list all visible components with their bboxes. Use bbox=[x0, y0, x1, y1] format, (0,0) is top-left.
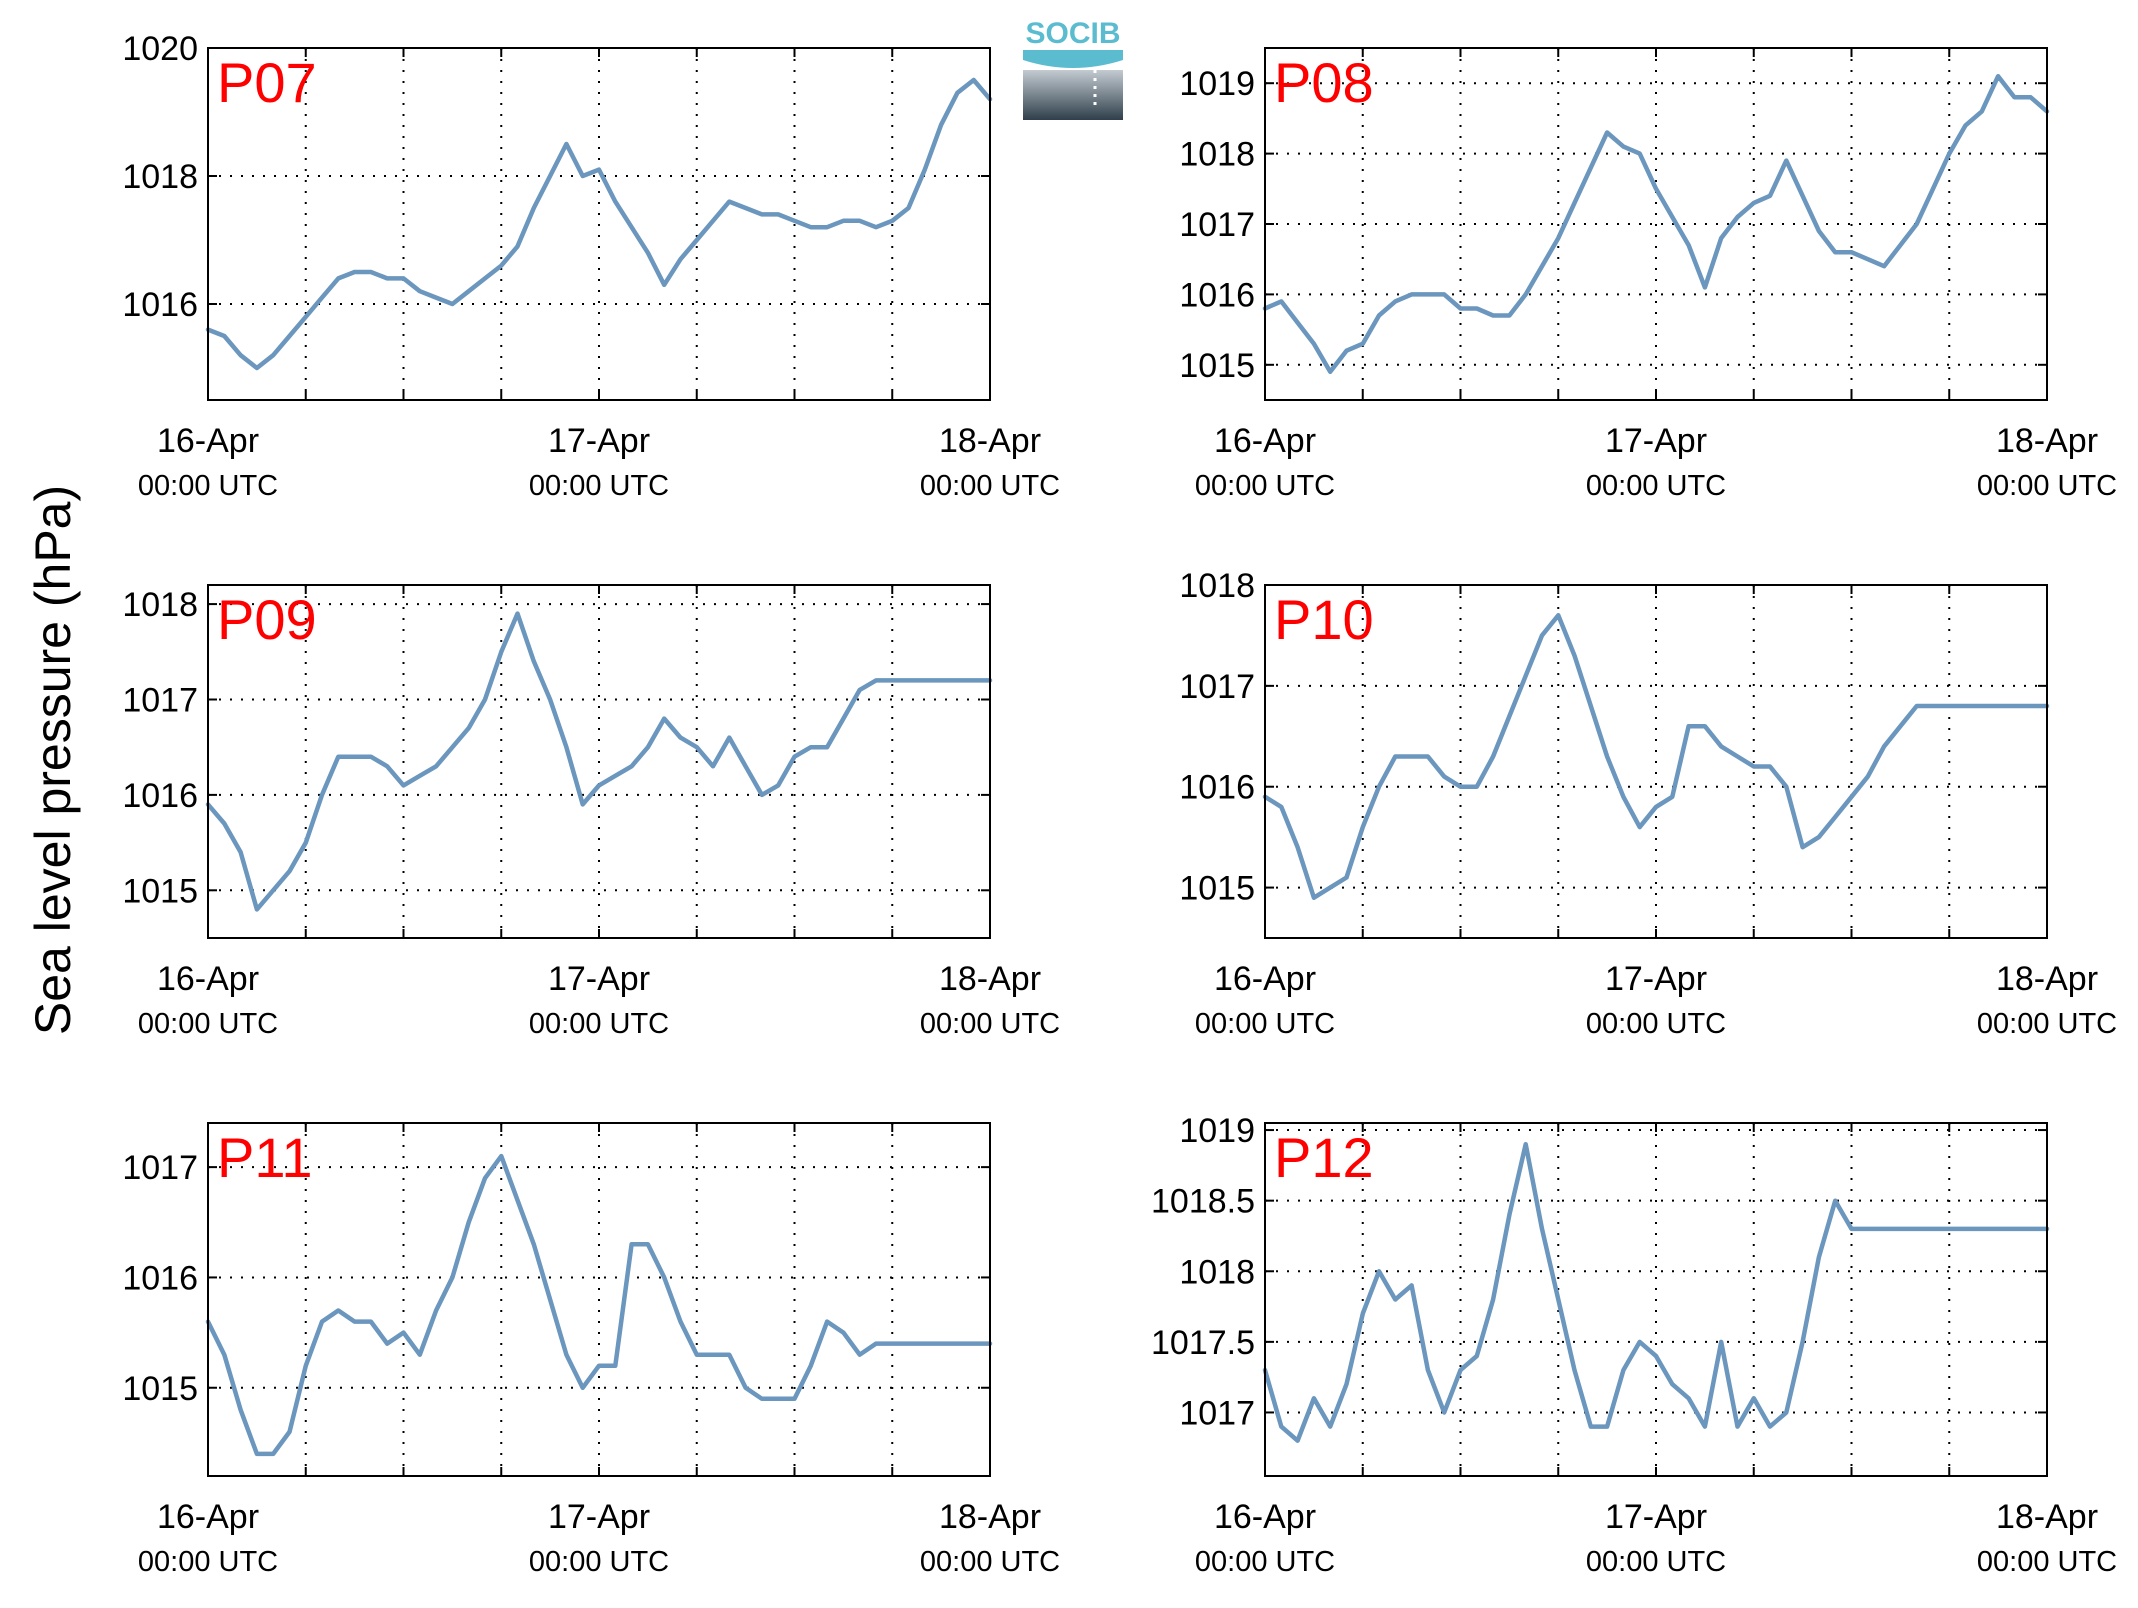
y-tick-label: 1016 bbox=[1179, 769, 1255, 807]
x-tick-label-time: 00:00 UTC bbox=[1195, 1546, 1335, 1578]
series-line-p09 bbox=[205, 611, 993, 912]
series-line-p07 bbox=[205, 77, 993, 371]
y-tick-label: 1015 bbox=[1179, 347, 1255, 385]
x-tick-label-date: 17-Apr bbox=[1605, 960, 1707, 998]
axes-frame bbox=[207, 1122, 991, 1477]
x-tick-label-time: 00:00 UTC bbox=[1586, 470, 1726, 502]
y-tick-label: 1019 bbox=[1179, 1112, 1255, 1150]
x-tick-label-time: 00:00 UTC bbox=[1977, 1008, 2117, 1040]
panel-label: P09 bbox=[217, 588, 317, 651]
x-tick-label-time: 00:00 UTC bbox=[529, 1546, 669, 1578]
x-tick-label-date: 16-Apr bbox=[1214, 422, 1316, 460]
x-tick-label-time: 00:00 UTC bbox=[920, 1546, 1060, 1578]
x-tick-label-time: 00:00 UTC bbox=[529, 1008, 669, 1040]
x-tick-label-date: 18-Apr bbox=[939, 960, 1041, 998]
x-tick-label-date: 18-Apr bbox=[1996, 422, 2098, 460]
y-tick-label: 1017 bbox=[1179, 668, 1255, 706]
x-tick-label-time: 00:00 UTC bbox=[1195, 470, 1335, 502]
x-tick-label-date: 17-Apr bbox=[1605, 422, 1707, 460]
y-tick-label: 1018 bbox=[1179, 567, 1255, 605]
panels: 1016 1018 1020 16-Apr 00:00 UTC 17-Apr 00:00 U… bbox=[122, 30, 2117, 1578]
x-tick-label-time: 00:00 UTC bbox=[1977, 470, 2117, 502]
y-tick-label: 1016 bbox=[122, 777, 198, 815]
y-tick-label: 1015 bbox=[1179, 870, 1255, 908]
series-line-p12 bbox=[1262, 1141, 2050, 1443]
x-tick-label-time: 00:00 UTC bbox=[920, 470, 1060, 502]
y-tick-label: 1015 bbox=[122, 1370, 198, 1408]
y-tick-label: 1017 bbox=[122, 681, 198, 719]
x-tick-label-date: 16-Apr bbox=[157, 960, 259, 998]
series-line-p11 bbox=[205, 1153, 993, 1457]
x-tick-label-date: 18-Apr bbox=[939, 422, 1041, 460]
x-tick-label-date: 16-Apr bbox=[157, 422, 259, 460]
y-axis-label: Sea level pressure (hPa) bbox=[25, 485, 81, 1035]
x-tick-label-date: 18-Apr bbox=[939, 1498, 1041, 1536]
panel-p08: 1015 1016 1017 1018 1019 16-Apr 00:00 UTC 17-Ap… bbox=[1179, 47, 2117, 502]
x-tick-label-date: 16-Apr bbox=[1214, 1498, 1316, 1536]
x-tick-label-date: 16-Apr bbox=[157, 1498, 259, 1536]
panel-p07: 1016 1018 1020 16-Apr 00:00 UTC 17-Apr 00:00 U… bbox=[122, 30, 1060, 502]
y-tick-label: 1016 bbox=[122, 1259, 198, 1297]
y-tick-label: 1019 bbox=[1179, 65, 1255, 103]
x-tick-label-time: 00:00 UTC bbox=[138, 470, 278, 502]
y-tick-label: 1018 bbox=[122, 158, 198, 196]
x-tick-label-date: 18-Apr bbox=[1996, 1498, 2098, 1536]
x-tick-label-time: 00:00 UTC bbox=[1977, 1546, 2117, 1578]
panel-label: P11 bbox=[217, 1126, 312, 1189]
x-tick-label-date: 17-Apr bbox=[1605, 1498, 1707, 1536]
y-tick-label: 1017 bbox=[1179, 206, 1255, 244]
x-tick-label-time: 00:00 UTC bbox=[920, 1008, 1060, 1040]
axes-frame bbox=[1264, 1122, 2048, 1477]
axes-frame bbox=[207, 47, 991, 401]
panel-label: P12 bbox=[1274, 1126, 1374, 1189]
panel-p09: 1015 1016 1017 1018 16-Apr 00:00 UTC 17-Apr 00:… bbox=[122, 584, 1060, 1040]
x-tick-label-time: 00:00 UTC bbox=[138, 1546, 278, 1578]
series-line-p10 bbox=[1262, 613, 2050, 900]
axes-frame bbox=[1264, 584, 2048, 939]
x-tick-label-time: 00:00 UTC bbox=[529, 470, 669, 502]
panel-p11: 1015 1016 1017 16-Apr 00:00 UTC 17-Apr 00:00 U… bbox=[122, 1122, 1060, 1578]
x-tick-label-date: 16-Apr bbox=[1214, 960, 1316, 998]
panel-p10: 1015 1016 1017 1018 16-Apr 00:00 UTC 17-Apr 00:… bbox=[1179, 567, 2117, 1040]
y-tick-label: 1017.5 bbox=[1151, 1324, 1255, 1362]
panel-p12: 1017 1017.5 1018 1018.5 1019 16-Apr 00:00 UTC 1… bbox=[1151, 1112, 2117, 1578]
x-tick-label-time: 00:00 UTC bbox=[1586, 1546, 1726, 1578]
socib-logo-text: SOCIB bbox=[1025, 17, 1120, 50]
x-tick-label-time: 00:00 UTC bbox=[1586, 1008, 1726, 1040]
y-tick-label: 1018 bbox=[1179, 1253, 1255, 1291]
y-tick-label: 1015 bbox=[122, 872, 198, 910]
socib-logo-wave bbox=[1023, 50, 1123, 68]
y-tick-label: 1017 bbox=[122, 1149, 198, 1187]
series-line-p08 bbox=[1262, 73, 2050, 375]
socib-logo: SOCIB bbox=[1023, 17, 1123, 120]
x-tick-label-time: 00:00 UTC bbox=[138, 1008, 278, 1040]
x-tick-label-date: 18-Apr bbox=[1996, 960, 2098, 998]
x-tick-label-time: 00:00 UTC bbox=[1195, 1008, 1335, 1040]
y-tick-label: 1016 bbox=[122, 286, 198, 324]
x-tick-label-date: 17-Apr bbox=[548, 960, 650, 998]
x-tick-label-date: 17-Apr bbox=[548, 1498, 650, 1536]
y-tick-label: 1017 bbox=[1179, 1394, 1255, 1432]
panel-label: P07 bbox=[217, 51, 317, 114]
panel-label: P08 bbox=[1274, 51, 1374, 114]
y-tick-label: 1018.5 bbox=[1151, 1183, 1255, 1221]
axes-frame bbox=[207, 584, 991, 939]
axes-frame bbox=[1264, 47, 2048, 401]
y-tick-label: 1018 bbox=[122, 586, 198, 624]
y-tick-label: 1018 bbox=[1179, 136, 1255, 174]
y-tick-label: 1016 bbox=[1179, 276, 1255, 314]
x-tick-label-date: 17-Apr bbox=[548, 422, 650, 460]
y-tick-label: 1020 bbox=[122, 30, 198, 68]
panel-label: P10 bbox=[1274, 588, 1374, 651]
socib-logo-sea bbox=[1023, 70, 1123, 120]
